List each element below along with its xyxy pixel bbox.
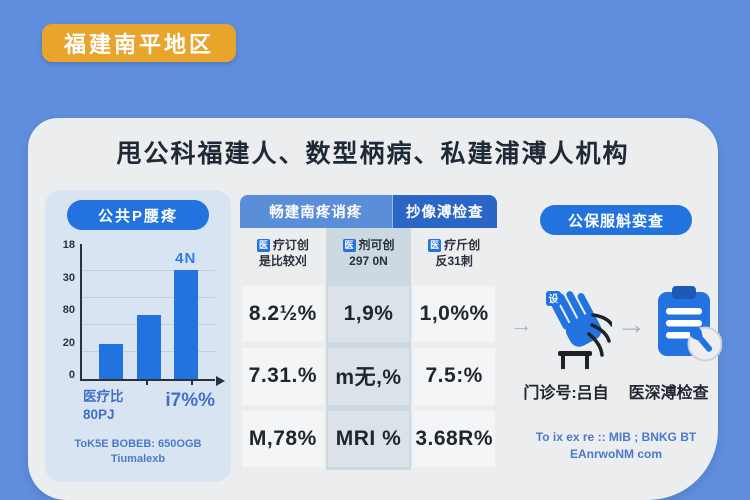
- right-panel-footnote: To ix ex re :: MIB ; BNKG BT EAnrwoNM co…: [510, 429, 722, 463]
- stat-column-2-header: 医 剂可创 297 0N: [326, 228, 412, 283]
- left-footnote-line2: Tiumalexb: [110, 453, 166, 466]
- right-panel-header-pill: 公保服斛娈查: [540, 205, 692, 235]
- x-axis-label-left: 医疗比 80PJ: [83, 388, 124, 423]
- medical-badge-icon: 医: [342, 238, 356, 252]
- bar-value-label: 4N: [175, 250, 197, 267]
- plot-area: 4N: [80, 244, 225, 386]
- stat-column-2-title: 剂可创: [358, 238, 395, 252]
- tab-right: 抄像溥检查: [391, 195, 497, 228]
- left-panel-header-label: 公共P腰疼: [97, 207, 178, 225]
- x-axis-tick: [191, 380, 194, 385]
- bars-container: 4N: [82, 244, 215, 379]
- bar-column: [99, 244, 124, 379]
- bar-column: [136, 244, 161, 379]
- right-footnote-line2: EAnrwoNM com: [569, 446, 662, 461]
- stat-column-2-subtitle: 297 0N: [349, 254, 388, 269]
- tab-bar: 畅建南疼诮疼 抄像溥检查: [240, 195, 497, 228]
- y-axis-tick-label: 18: [62, 239, 75, 251]
- gridline: [82, 297, 215, 298]
- right-footnote-line1: To ix ex re :: MIB ; BNKG BT: [535, 430, 697, 444]
- y-axis-tick-labels: 18 30 80 20 0: [55, 239, 80, 381]
- gridline: [82, 270, 215, 271]
- stat-column-3-title: 疗斤创: [444, 238, 481, 252]
- main-card: 甩公科福建人、数型柄病、私建浦溥人机构 公共P腰疼 18 30 80 20 0 4N: [28, 118, 722, 500]
- left-footnote-line1: ToK5E BOBEB: 650OGB: [74, 438, 202, 451]
- bar: [99, 344, 124, 379]
- right-panel: 公保服斛娈查 → 设: [510, 195, 722, 470]
- stat-column-1-title: 疗订创: [272, 238, 309, 252]
- process-labels: 门诊号:吕自 医深溥检查: [510, 379, 722, 403]
- hand-icon: 设: [545, 291, 612, 369]
- stat-column-2: 医 剂可创 297 0N 1,9% m无,% MRI %: [325, 228, 412, 470]
- clipboard-icon: [657, 286, 722, 362]
- stat-column-1-subtitle: 是比较刈: [258, 254, 307, 269]
- bar-column: 4N: [173, 244, 198, 379]
- bar: [173, 270, 198, 379]
- stat-value: 3.68R%: [413, 410, 496, 467]
- page-title: 甩公科福建人、数型柄病、私建浦溥人机构: [116, 140, 630, 168]
- region-banner-label: 福建南平地区: [64, 32, 215, 57]
- stat-column-1-title-row: 医 疗订创: [240, 237, 326, 253]
- process-flow: → 设: [510, 279, 722, 371]
- stat-column-2-title-row: 医 剂可创: [326, 237, 412, 253]
- left-panel-footnote: ToK5E BOBEB: 650OGB Tiumalexb: [45, 437, 231, 468]
- arrow-right-icon: →: [510, 312, 533, 337]
- stat-column-3: 医 疗斤创 反31刺 1,0%% 7.5:% 3.68R%: [411, 228, 497, 470]
- svg-text:设: 设: [548, 293, 558, 306]
- bar: [136, 315, 161, 379]
- y-axis-tick-label: 80: [62, 304, 75, 316]
- stat-value: m无,%: [327, 348, 410, 405]
- x-axis-label-left-line2: 80PJ: [83, 406, 115, 422]
- x-axis-label-right: i7%%: [165, 390, 215, 411]
- stat-value: 7.5:%: [413, 348, 496, 405]
- stat-value: 1,9%: [327, 286, 410, 343]
- x-axis-tick: [145, 380, 148, 385]
- y-axis-tick-label: 0: [68, 369, 75, 381]
- medical-badge-icon: 医: [428, 238, 442, 252]
- bar-chart: 18 30 80 20 0 4N: [45, 234, 231, 386]
- medical-badge-icon: 医: [256, 238, 270, 252]
- x-axis-label-left-line1: 医疗比: [83, 389, 124, 404]
- y-axis-tick-label: 20: [62, 336, 75, 349]
- stat-value: 1,0%%: [413, 286, 496, 343]
- stat-value: MRI %: [327, 410, 410, 467]
- stat-table: 医 疗订创 是比较刈 8.2½% 7.31.% M,78% 医 剂可创: [240, 228, 497, 470]
- y-axis-tick-label: 30: [62, 271, 75, 284]
- hand-step-label: 门诊号:吕自: [523, 385, 609, 402]
- stat-column-3-header: 医 疗斤创 反31刺: [411, 228, 497, 283]
- stat-column-3-subtitle: 反31刺: [435, 254, 473, 269]
- stat-column-1: 医 疗订创 是比较刈 8.2½% 7.31.% M,78%: [240, 228, 326, 470]
- stat-value: 8.2½%: [242, 286, 324, 343]
- stat-column-1-header: 医 疗订创 是比较刈: [240, 228, 326, 283]
- x-axis-labels: 医疗比 80PJ i7%%: [45, 381, 231, 423]
- clipboard-step-label: 医深溥检查: [628, 385, 709, 402]
- left-panel-header-pill: 公共P腰疼: [67, 200, 209, 230]
- arrow-right-icon: →: [616, 308, 647, 341]
- stat-column-3-title-row: 医 疗斤创: [411, 237, 497, 253]
- stat-value: 7.31.%: [242, 348, 324, 405]
- middle-panel: 畅建南疼诮疼 抄像溥检查 医 疗订创 是比较刈 8.2½% 7.31.% M,7…: [240, 195, 497, 470]
- stat-value: M,78%: [242, 410, 324, 467]
- region-banner: 福建南平地区: [42, 24, 237, 62]
- tab-left: 畅建南疼诮疼: [240, 195, 392, 228]
- left-panel: 公共P腰疼 18 30 80 20 0 4N 医疗比 80PJ: [45, 190, 231, 482]
- right-panel-header-label: 公保服斛娈查: [567, 212, 664, 230]
- x-axis-arrow-icon: [216, 376, 225, 386]
